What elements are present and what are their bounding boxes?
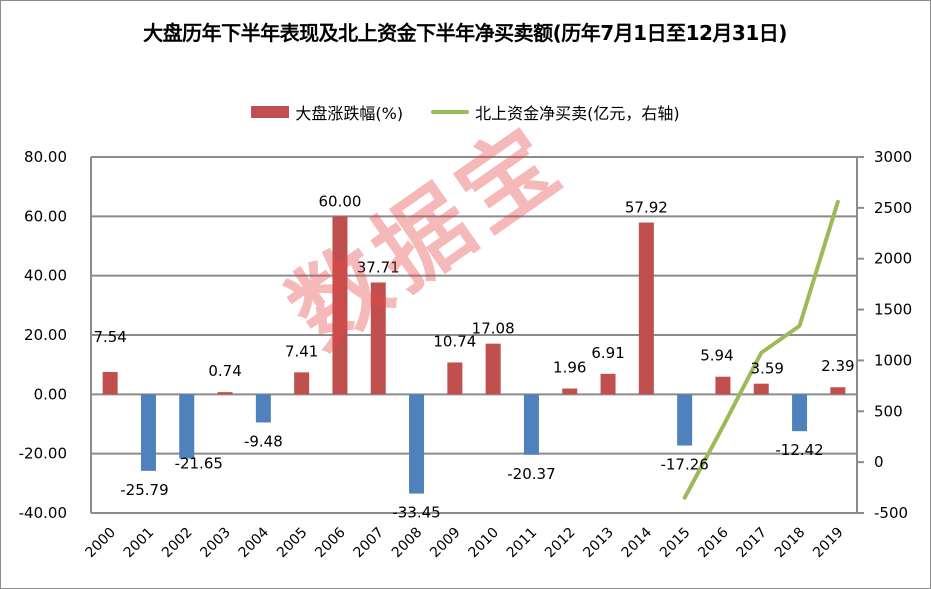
right-axis-tick-label: 2000	[874, 250, 912, 268]
right-y-axis: 3000 2500 2000 1500 1000 500 0 -500	[857, 148, 912, 522]
bar[interactable]	[830, 387, 846, 395]
x-axis-tick-label: 2019	[810, 525, 847, 562]
x-axis-tick-label: 2016	[695, 524, 732, 561]
right-axis-tick-label: 0	[874, 453, 884, 471]
x-axis-tick-label: 2000	[82, 525, 119, 562]
right-axis-tick-label: 3000	[874, 148, 912, 166]
x-axis-tick-label: 2010	[465, 525, 502, 562]
bar-data-label: 3.59	[751, 360, 784, 378]
bar[interactable]	[332, 216, 348, 395]
left-axis-tick-label: 60.00	[24, 207, 67, 225]
bar[interactable]	[409, 394, 425, 494]
bar-data-label: 2.39	[821, 357, 854, 375]
bar[interactable]	[600, 373, 616, 395]
x-axis-tick-label: 2012	[542, 525, 579, 562]
bar[interactable]	[255, 394, 271, 423]
bar-data-label: 0.74	[208, 362, 241, 380]
bar-data-label: 17.08	[472, 320, 515, 338]
left-axis-tick-label: -20.00	[19, 445, 67, 463]
legend-line-swatch-icon	[431, 110, 470, 114]
bar[interactable]	[447, 362, 463, 395]
x-axis-tick-label: 2006	[312, 524, 349, 561]
legend: 大盘涨跌幅(%) 北上资金净买卖(亿元，右轴)	[0, 100, 931, 124]
right-axis-tick-label: -500	[874, 504, 908, 522]
right-axis-tick-label: 500	[874, 402, 903, 420]
bar[interactable]	[294, 372, 310, 395]
x-axis-tick-label: 2001	[121, 525, 158, 562]
x-axis-tick-label: 2008	[389, 525, 426, 562]
left-axis-tick-label: 0.00	[34, 385, 67, 403]
bar-data-label: -9.48	[244, 432, 283, 450]
bar-data-label: -17.26	[660, 456, 708, 474]
right-axis-tick-label: 1500	[874, 301, 912, 319]
bar[interactable]	[792, 394, 808, 432]
bar[interactable]	[715, 376, 731, 395]
bar[interactable]	[102, 371, 118, 395]
bar-data-label: 7.54	[93, 328, 126, 346]
legend-item-bar[interactable]: 大盘涨跌幅(%)	[251, 100, 403, 124]
bar-data-label: -25.79	[120, 481, 168, 499]
legend-bar-label: 大盘涨跌幅(%)	[295, 104, 404, 123]
bar-data-label: 10.74	[433, 332, 476, 350]
line-series	[682, 199, 840, 500]
x-axis: 2000 2001 2002 2003 2004 2005 2006 2007 2008 2009…	[82, 524, 846, 561]
bar[interactable]	[179, 394, 195, 459]
legend-bar-swatch-icon	[251, 106, 290, 118]
left-y-axis: 80.00 60.00 40.00 20.00 0.00 -20.00 -40.00	[19, 148, 67, 522]
bar-data-label: -33.45	[392, 504, 440, 522]
line-path[interactable]	[682, 199, 840, 500]
x-axis-tick-label: 2004	[236, 524, 273, 561]
x-axis-tick-label: 2018	[772, 525, 809, 562]
data-labels: 7.54 -25.79 -21.65 0.74 -9.48 7.41 60.00 37.71 -…	[93, 192, 854, 521]
bar-data-label: -21.65	[175, 455, 223, 473]
bar[interactable]	[753, 383, 769, 395]
x-axis-tick-label: 2002	[159, 525, 196, 562]
x-axis-tick-label: 2009	[427, 525, 464, 562]
x-axis-tick-label: 2017	[734, 525, 771, 562]
bar[interactable]	[523, 394, 539, 455]
legend-line-label: 北上资金净买卖(亿元，右轴)	[475, 104, 680, 123]
bar-data-label: 37.71	[357, 258, 400, 276]
right-axis-tick-label: 1000	[874, 351, 912, 369]
bar-data-label: -12.42	[775, 441, 823, 459]
x-axis-tick-label: 2007	[351, 525, 388, 562]
x-axis-tick-label: 2014	[619, 524, 656, 561]
left-axis-tick-label: 80.00	[24, 148, 67, 166]
left-axis-tick-label: -40.00	[19, 504, 67, 522]
x-axis-tick-label: 2015	[657, 525, 694, 562]
bar-data-label: 5.94	[700, 347, 733, 365]
x-axis-tick-label: 2005	[274, 525, 311, 562]
bar[interactable]	[562, 388, 578, 395]
bar-data-label: 60.00	[318, 192, 361, 210]
bar[interactable]	[638, 222, 654, 395]
bar-data-label: 57.92	[625, 199, 668, 217]
bar-data-label: 1.96	[553, 359, 586, 377]
x-axis-tick-label: 2013	[580, 525, 617, 562]
bar[interactable]	[677, 394, 693, 446]
x-axis-tick-label: 2003	[197, 525, 234, 562]
bar-data-label: 6.91	[591, 344, 624, 362]
bar-data-label: 7.41	[285, 342, 318, 360]
legend-item-line[interactable]: 北上资金净买卖(亿元，右轴)	[431, 100, 680, 124]
left-axis-tick-label: 40.00	[24, 267, 67, 285]
bar-data-label: -20.37	[507, 465, 555, 483]
bar[interactable]	[370, 282, 386, 395]
bar[interactable]	[485, 343, 501, 395]
chart-title: 大盘历年下半年表现及北上资金下半年净买卖额(历年7月1日至12月31日)	[143, 21, 787, 45]
x-axis-tick-label: 2011	[504, 525, 541, 562]
bar[interactable]	[217, 392, 233, 395]
bar-series	[102, 216, 846, 494]
bar[interactable]	[140, 394, 156, 471]
left-axis-tick-label: 20.00	[24, 326, 67, 344]
right-axis-tick-label: 2500	[874, 199, 912, 217]
